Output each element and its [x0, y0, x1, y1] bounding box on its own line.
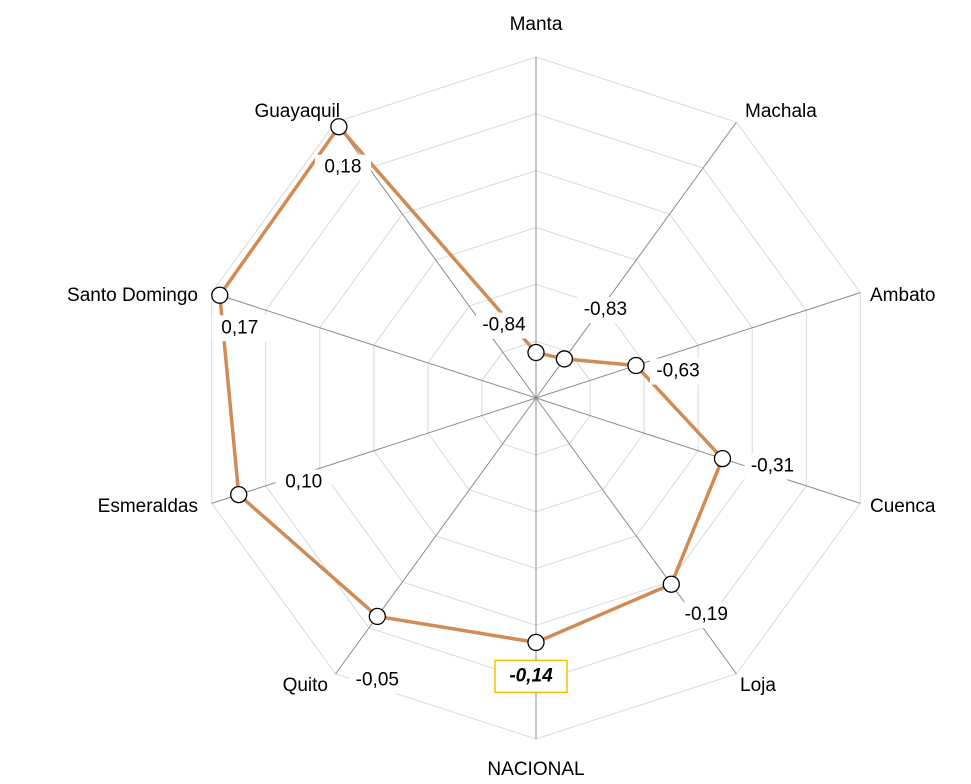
- axis-spoke: [535, 397, 861, 504]
- data-point: [555, 350, 574, 368]
- label-bg: [349, 667, 406, 694]
- data-label: -0,05: [356, 669, 399, 690]
- axis-spoke: [211, 397, 537, 504]
- label-bg: [744, 453, 801, 480]
- category-label: NACIONAL: [487, 759, 584, 780]
- category-label: Esmeraldas: [98, 496, 198, 517]
- data-label: -0,31: [751, 456, 794, 477]
- data-point: [662, 575, 680, 593]
- data-label: -0,63: [656, 361, 699, 382]
- data-point: [527, 633, 545, 652]
- category-label: Quito: [283, 675, 328, 696]
- category-label: Manta: [510, 14, 563, 35]
- label-bg: [678, 602, 735, 629]
- category-label: Cuenca: [870, 496, 936, 517]
- data-point: [627, 356, 645, 375]
- label-bg: [314, 154, 371, 181]
- highlight-box: [494, 659, 568, 694]
- category-label: Guayaquil: [254, 101, 340, 122]
- axis-spoke: [211, 292, 537, 399]
- category-label: Santo Domingo: [67, 285, 198, 306]
- series-line: [218, 124, 725, 645]
- data-label: -0,83: [584, 299, 627, 320]
- label-bg: [577, 296, 634, 323]
- axis-spoke: [535, 292, 861, 399]
- label-bg: [275, 469, 332, 496]
- label-bg: [211, 315, 268, 342]
- data-point: [230, 485, 248, 504]
- data-label: 0,17: [221, 317, 258, 338]
- axis-spoke: [335, 397, 537, 675]
- label-bg: [649, 358, 706, 385]
- data-point: [330, 118, 348, 136]
- label-bg: [476, 312, 532, 339]
- data-label: 0,10: [285, 472, 322, 493]
- category-label: Ambato: [870, 285, 935, 306]
- data-label: -0,14: [509, 665, 553, 686]
- data-label: -0,84: [482, 315, 526, 336]
- data-point: [368, 607, 386, 626]
- data-point: [211, 286, 229, 304]
- data-point: [713, 449, 732, 468]
- data-label: 0,18: [324, 157, 361, 178]
- data-point: [527, 343, 545, 362]
- category-label: Machala: [745, 101, 817, 122]
- data-label: -0,19: [685, 604, 728, 625]
- category-label: Loja: [740, 675, 776, 696]
